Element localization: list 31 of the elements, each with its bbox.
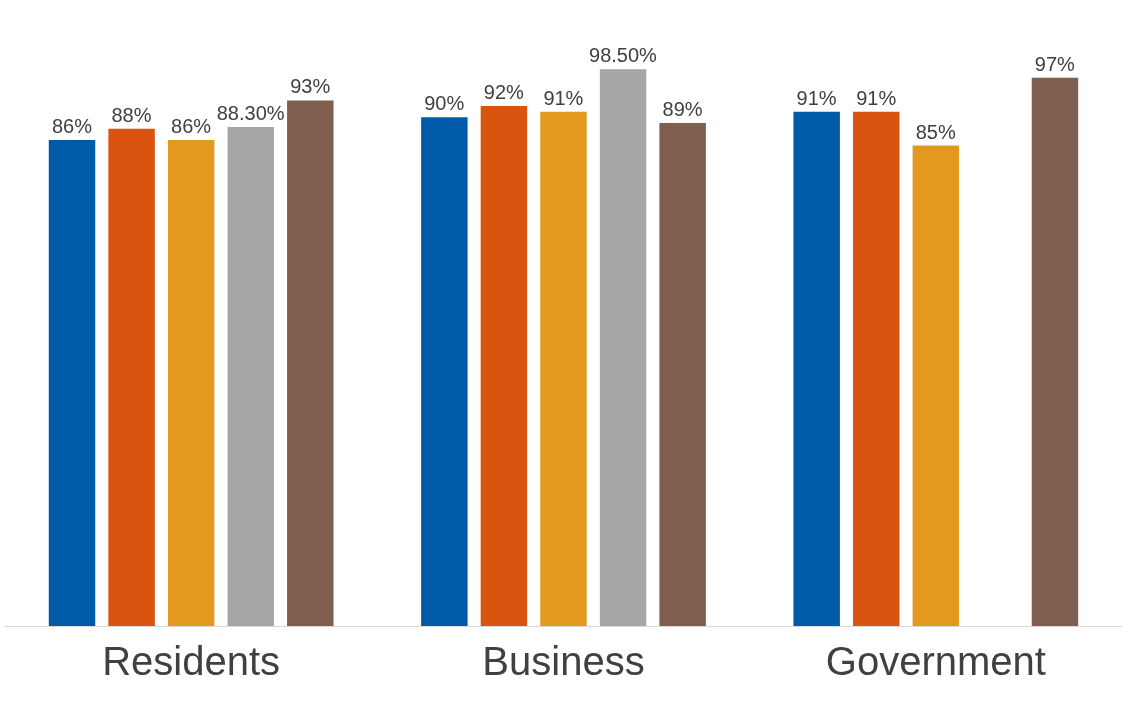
data-label: 91% [543, 86, 584, 109]
data-label: 93% [290, 75, 331, 98]
data-label: 91% [856, 86, 897, 109]
data-label: 98.50% [589, 44, 658, 67]
bar [1031, 77, 1079, 626]
x-tick-label: Residents [102, 639, 281, 683]
bar [167, 139, 215, 626]
data-label: 90% [424, 92, 465, 115]
x-tick-label: Government [825, 639, 1046, 683]
bar [599, 69, 647, 626]
bar [108, 128, 155, 626]
bar [659, 122, 706, 626]
data-label: 91% [796, 86, 837, 109]
bar [853, 111, 900, 626]
data-label: 86% [51, 114, 93, 137]
data-label: 89% [662, 97, 703, 120]
data-label: 88.30% [216, 101, 285, 124]
data-label: 88% [111, 103, 152, 126]
data-label: 97% [1034, 52, 1076, 75]
bar [227, 126, 274, 626]
bar [480, 106, 528, 626]
bar [48, 139, 96, 626]
data-label: 86% [171, 114, 212, 137]
bar [287, 100, 334, 626]
data-label: 92% [483, 81, 525, 104]
bar [540, 111, 587, 626]
bar [912, 145, 960, 626]
data-label: 85% [915, 120, 956, 143]
x-tick-label: Business [482, 639, 645, 683]
bar [793, 111, 840, 626]
bar [421, 117, 468, 626]
